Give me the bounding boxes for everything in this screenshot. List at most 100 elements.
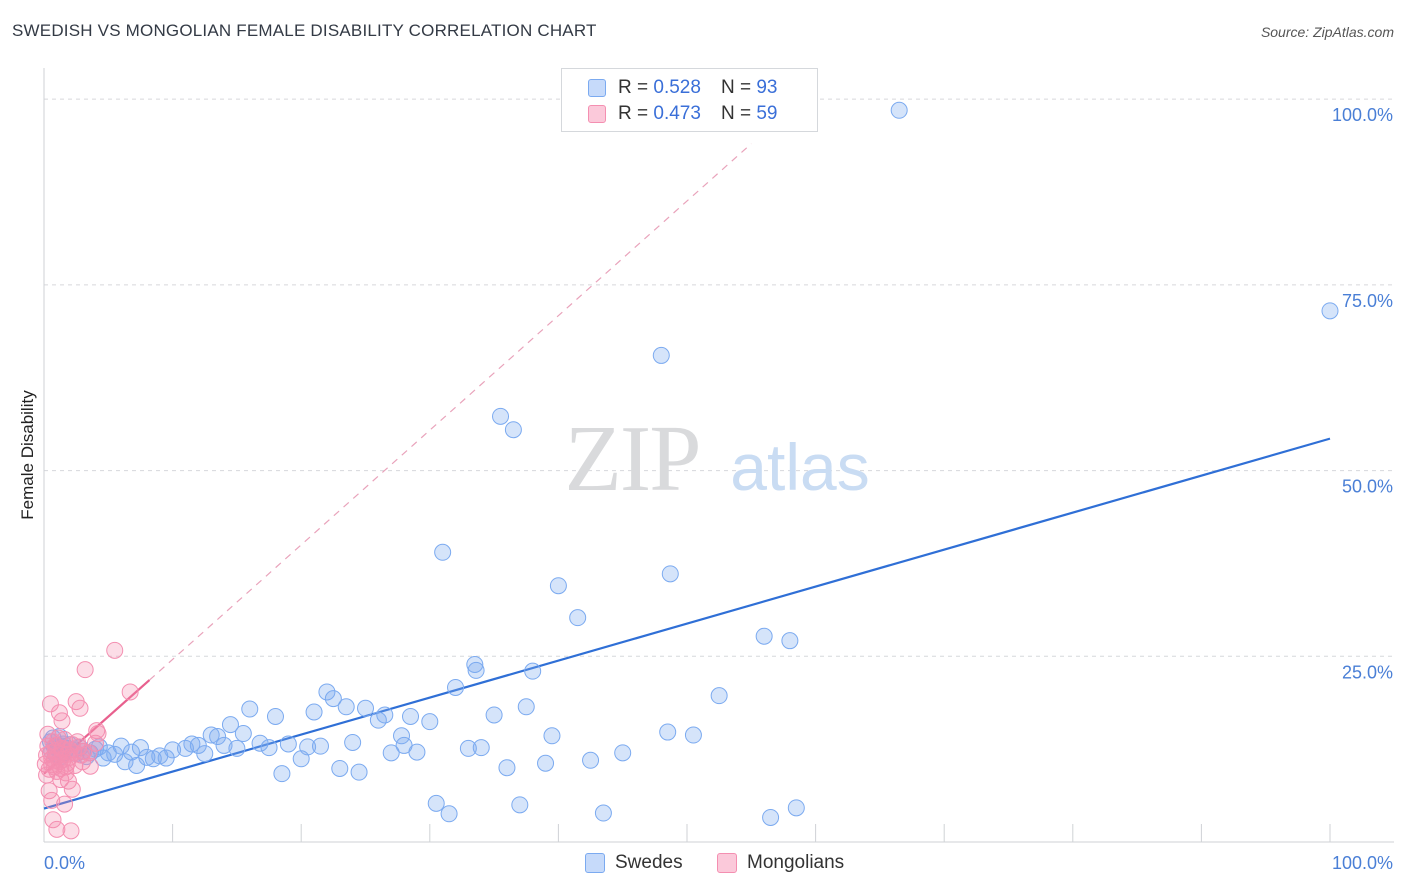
- data-point-swedes: [1321, 302, 1339, 320]
- legend-r-value: 0.528: [653, 77, 701, 98]
- legend: R = 0.528 N = 93 R = 0.473 N = 59: [561, 68, 818, 132]
- data-point-swedes: [447, 678, 465, 696]
- data-point-swedes: [318, 683, 336, 701]
- data-point-mongolians: [40, 782, 58, 800]
- data-point-swedes: [890, 101, 908, 119]
- data-point-swedes: [131, 739, 149, 757]
- legend-row-swedes: R = 0.528 N = 93: [588, 76, 777, 100]
- data-point-mongolians: [56, 795, 74, 813]
- data-point-swedes: [652, 346, 670, 364]
- data-point-swedes: [467, 661, 485, 679]
- data-point-swedes: [376, 706, 394, 724]
- tick-labels: 25.0% 50.0% 75.0% 100.0% 0.0% 100.0%: [44, 105, 1393, 873]
- trend-line-mongolians-dashed: [149, 143, 752, 681]
- data-point-swedes: [472, 739, 490, 757]
- data-point-swedes: [393, 727, 411, 745]
- data-point-swedes: [251, 734, 269, 752]
- x-tick-label: 0.0%: [44, 853, 85, 873]
- data-point-swedes: [164, 741, 182, 759]
- data-point-swedes: [183, 735, 201, 753]
- data-point-swedes: [485, 706, 503, 724]
- legend-n-value: 93: [756, 77, 778, 98]
- legend-r-label: R =: [618, 77, 649, 98]
- legend-n-value: 59: [756, 103, 778, 124]
- series-swedes: [41, 101, 1339, 826]
- data-point-swedes: [299, 738, 317, 756]
- y-tick-label: 25.0%: [1342, 662, 1393, 682]
- data-point-swedes: [755, 627, 773, 645]
- data-point-swedes: [504, 421, 522, 439]
- watermark: ZIP atlas: [565, 407, 870, 511]
- data-point-swedes: [466, 655, 484, 673]
- data-point-mongolians: [43, 791, 61, 809]
- data-point-mongolians: [48, 820, 66, 838]
- data-point-mongolians: [53, 712, 71, 730]
- legend-r-value: 0.473: [653, 103, 701, 124]
- data-point-swedes: [659, 723, 677, 741]
- data-point-mongolians: [72, 746, 90, 764]
- bottom-legend-label-swedes: Swedes: [615, 852, 683, 873]
- watermark-atlas: atlas: [730, 430, 869, 504]
- data-point-swedes: [459, 739, 477, 757]
- legend-row-mongolians: R = 0.473 N = 59: [588, 102, 777, 126]
- data-point-mongolians: [66, 756, 84, 774]
- data-point-swedes: [112, 737, 130, 755]
- data-point-mongolians: [121, 683, 139, 701]
- data-point-swedes: [305, 703, 323, 721]
- data-point-swedes: [202, 726, 220, 744]
- data-point-swedes: [427, 794, 445, 812]
- data-point-mongolians: [106, 641, 124, 659]
- data-point-mongolians: [81, 757, 99, 775]
- legend-n-label: N =: [720, 77, 752, 98]
- data-point-swedes: [138, 748, 156, 766]
- y-tick-label: 75.0%: [1342, 291, 1393, 311]
- bottom-legend-swedes[interactable]: Swedes: [585, 852, 683, 874]
- data-point-swedes: [421, 713, 439, 731]
- bottom-legend-swatch-mongolians: [717, 853, 737, 873]
- data-point-swedes: [543, 727, 561, 745]
- data-point-mongolians: [44, 811, 62, 829]
- data-point-mongolians: [76, 661, 94, 679]
- trend-line-swedes: [43, 437, 1331, 810]
- data-point-mongolians: [86, 734, 104, 752]
- data-point-swedes: [221, 716, 239, 734]
- y-tick-label: 50.0%: [1342, 477, 1393, 497]
- data-point-mongolians: [89, 725, 107, 743]
- data-point-swedes: [498, 759, 516, 777]
- data-point-swedes: [661, 565, 679, 583]
- series-mongolians: [36, 641, 139, 840]
- data-point-swedes: [209, 728, 227, 746]
- data-point-swedes: [273, 765, 291, 783]
- data-point-swedes: [781, 632, 799, 650]
- data-point-swedes: [337, 698, 355, 716]
- data-point-swedes: [344, 733, 362, 751]
- bottom-legend-label-mongolians: Mongolians: [747, 852, 845, 873]
- data-point-swedes: [440, 805, 458, 823]
- data-point-swedes: [614, 744, 632, 762]
- axes: [43, 68, 1394, 843]
- data-point-swedes: [196, 745, 214, 763]
- data-point-swedes: [324, 690, 342, 708]
- data-point-swedes: [331, 759, 349, 777]
- data-point-swedes: [260, 739, 278, 757]
- data-point-swedes: [549, 577, 567, 595]
- data-point-swedes: [215, 736, 233, 754]
- data-point-mongolians: [63, 780, 81, 798]
- data-point-mongolians: [62, 822, 80, 840]
- data-point-swedes: [228, 739, 246, 757]
- data-point-swedes: [684, 726, 702, 744]
- data-point-swedes: [279, 735, 297, 753]
- data-point-swedes: [382, 744, 400, 762]
- legend-swatch-mongolians: [588, 105, 606, 123]
- bottom-legend-swatch-swedes: [585, 853, 605, 873]
- source-label: Source: ZipAtlas.com: [1260, 24, 1394, 40]
- data-point-swedes: [434, 543, 452, 561]
- legend-n-label: N =: [720, 103, 752, 124]
- bottom-legend: Swedes Mongolians: [0, 852, 1406, 876]
- data-point-swedes: [350, 763, 368, 781]
- legend-swatch-swedes: [588, 79, 606, 97]
- data-point-swedes: [122, 743, 140, 761]
- bottom-legend-mongolians[interactable]: Mongolians: [717, 852, 844, 874]
- data-point-swedes: [241, 700, 259, 718]
